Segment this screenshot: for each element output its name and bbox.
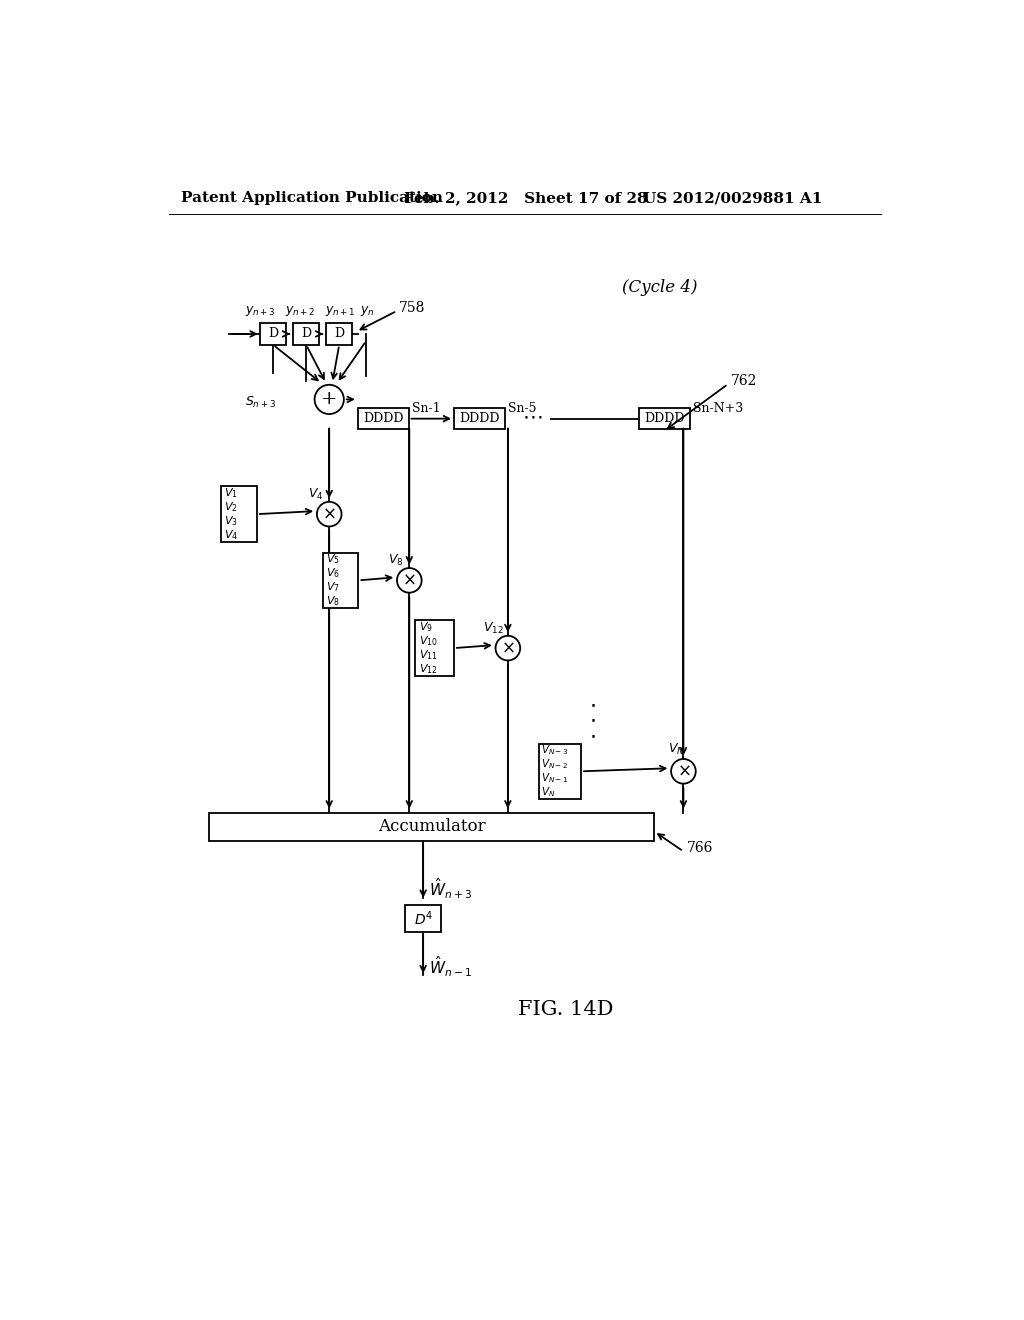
Text: $V_7$: $V_7$: [326, 581, 340, 594]
Text: $\cdots$: $\cdots$: [522, 408, 543, 426]
Bar: [406, 904, 441, 932]
Text: DDDD: DDDD: [459, 412, 500, 425]
Text: $V_4$: $V_4$: [224, 528, 239, 541]
Text: $V_2$: $V_2$: [224, 500, 239, 513]
Text: DDDD: DDDD: [362, 412, 403, 425]
Bar: [221, 487, 257, 543]
Bar: [326, 323, 352, 345]
Bar: [293, 323, 319, 345]
Text: FIG. 14D: FIG. 14D: [518, 999, 613, 1019]
Bar: [539, 743, 581, 799]
Circle shape: [397, 568, 422, 593]
Text: $V_{N-3}$: $V_{N-3}$: [541, 743, 568, 758]
Circle shape: [671, 759, 695, 784]
Text: $\hat{W}_{n-1}$: $\hat{W}_{n-1}$: [429, 954, 472, 979]
Text: $V_{12}$: $V_{12}$: [483, 620, 504, 636]
Text: D: D: [301, 327, 311, 341]
Bar: [639, 408, 689, 429]
Text: $V_{10}$: $V_{10}$: [419, 635, 437, 648]
Text: $\cdot$: $\cdot$: [589, 694, 596, 717]
Text: Sn-N+3: Sn-N+3: [692, 403, 742, 416]
Circle shape: [314, 385, 344, 414]
Text: Patent Application Publication: Patent Application Publication: [180, 191, 442, 206]
Text: $V_1$: $V_1$: [224, 487, 239, 500]
Text: DDDD: DDDD: [644, 412, 684, 425]
Text: $y_{n+3}$: $y_{n+3}$: [246, 304, 276, 318]
Text: Sn-1: Sn-1: [412, 403, 440, 416]
Text: $V_N$: $V_N$: [541, 785, 555, 799]
Circle shape: [496, 636, 520, 660]
Text: Accumulator: Accumulator: [378, 818, 485, 836]
Bar: [260, 323, 286, 345]
Bar: [416, 620, 454, 676]
Text: $S_{n+3}$: $S_{n+3}$: [245, 395, 275, 411]
Text: $V_6$: $V_6$: [326, 566, 340, 581]
Text: $D^4$: $D^4$: [414, 909, 433, 928]
Text: 762: 762: [730, 374, 757, 388]
Text: D: D: [268, 327, 279, 341]
Text: $V_5$: $V_5$: [326, 553, 340, 566]
Text: Sn-5: Sn-5: [508, 403, 537, 416]
Text: $V_3$: $V_3$: [224, 515, 239, 528]
Text: $\times$: $\times$: [323, 506, 336, 523]
Text: $y_{n+1}$: $y_{n+1}$: [326, 304, 356, 318]
Text: $\times$: $\times$: [677, 763, 690, 780]
Text: +: +: [321, 389, 338, 408]
Text: $\cdot$: $\cdot$: [589, 725, 596, 747]
Text: $\times$: $\times$: [501, 640, 515, 656]
Text: 758: 758: [399, 301, 426, 314]
Text: $\cdot$: $\cdot$: [589, 710, 596, 731]
Text: $V_8$: $V_8$: [326, 594, 340, 609]
Text: $y_n$: $y_n$: [359, 304, 375, 318]
Text: $y_{n+2}$: $y_{n+2}$: [285, 304, 315, 318]
Text: $V_N$: $V_N$: [668, 742, 685, 758]
Text: $V_9$: $V_9$: [419, 620, 432, 634]
Text: D: D: [334, 327, 344, 341]
Circle shape: [316, 502, 342, 527]
Text: 766: 766: [686, 841, 713, 855]
Text: $V_{N-2}$: $V_{N-2}$: [541, 758, 568, 771]
Bar: [323, 553, 358, 609]
Text: $V_{N-1}$: $V_{N-1}$: [541, 771, 568, 785]
Text: $\times$: $\times$: [402, 572, 416, 589]
Text: $V_{11}$: $V_{11}$: [419, 648, 437, 661]
Text: (Cycle 4): (Cycle 4): [622, 280, 697, 296]
Text: $V_4$: $V_4$: [307, 487, 324, 502]
Text: Feb. 2, 2012   Sheet 17 of 28: Feb. 2, 2012 Sheet 17 of 28: [403, 191, 647, 206]
Bar: [357, 408, 409, 429]
Text: $\hat{W}_{n+3}$: $\hat{W}_{n+3}$: [429, 876, 472, 900]
Text: US 2012/0029881 A1: US 2012/0029881 A1: [643, 191, 822, 206]
Text: $V_{12}$: $V_{12}$: [419, 663, 437, 676]
Bar: [454, 408, 505, 429]
Text: $V_8$: $V_8$: [388, 553, 403, 568]
Bar: [209, 813, 654, 841]
